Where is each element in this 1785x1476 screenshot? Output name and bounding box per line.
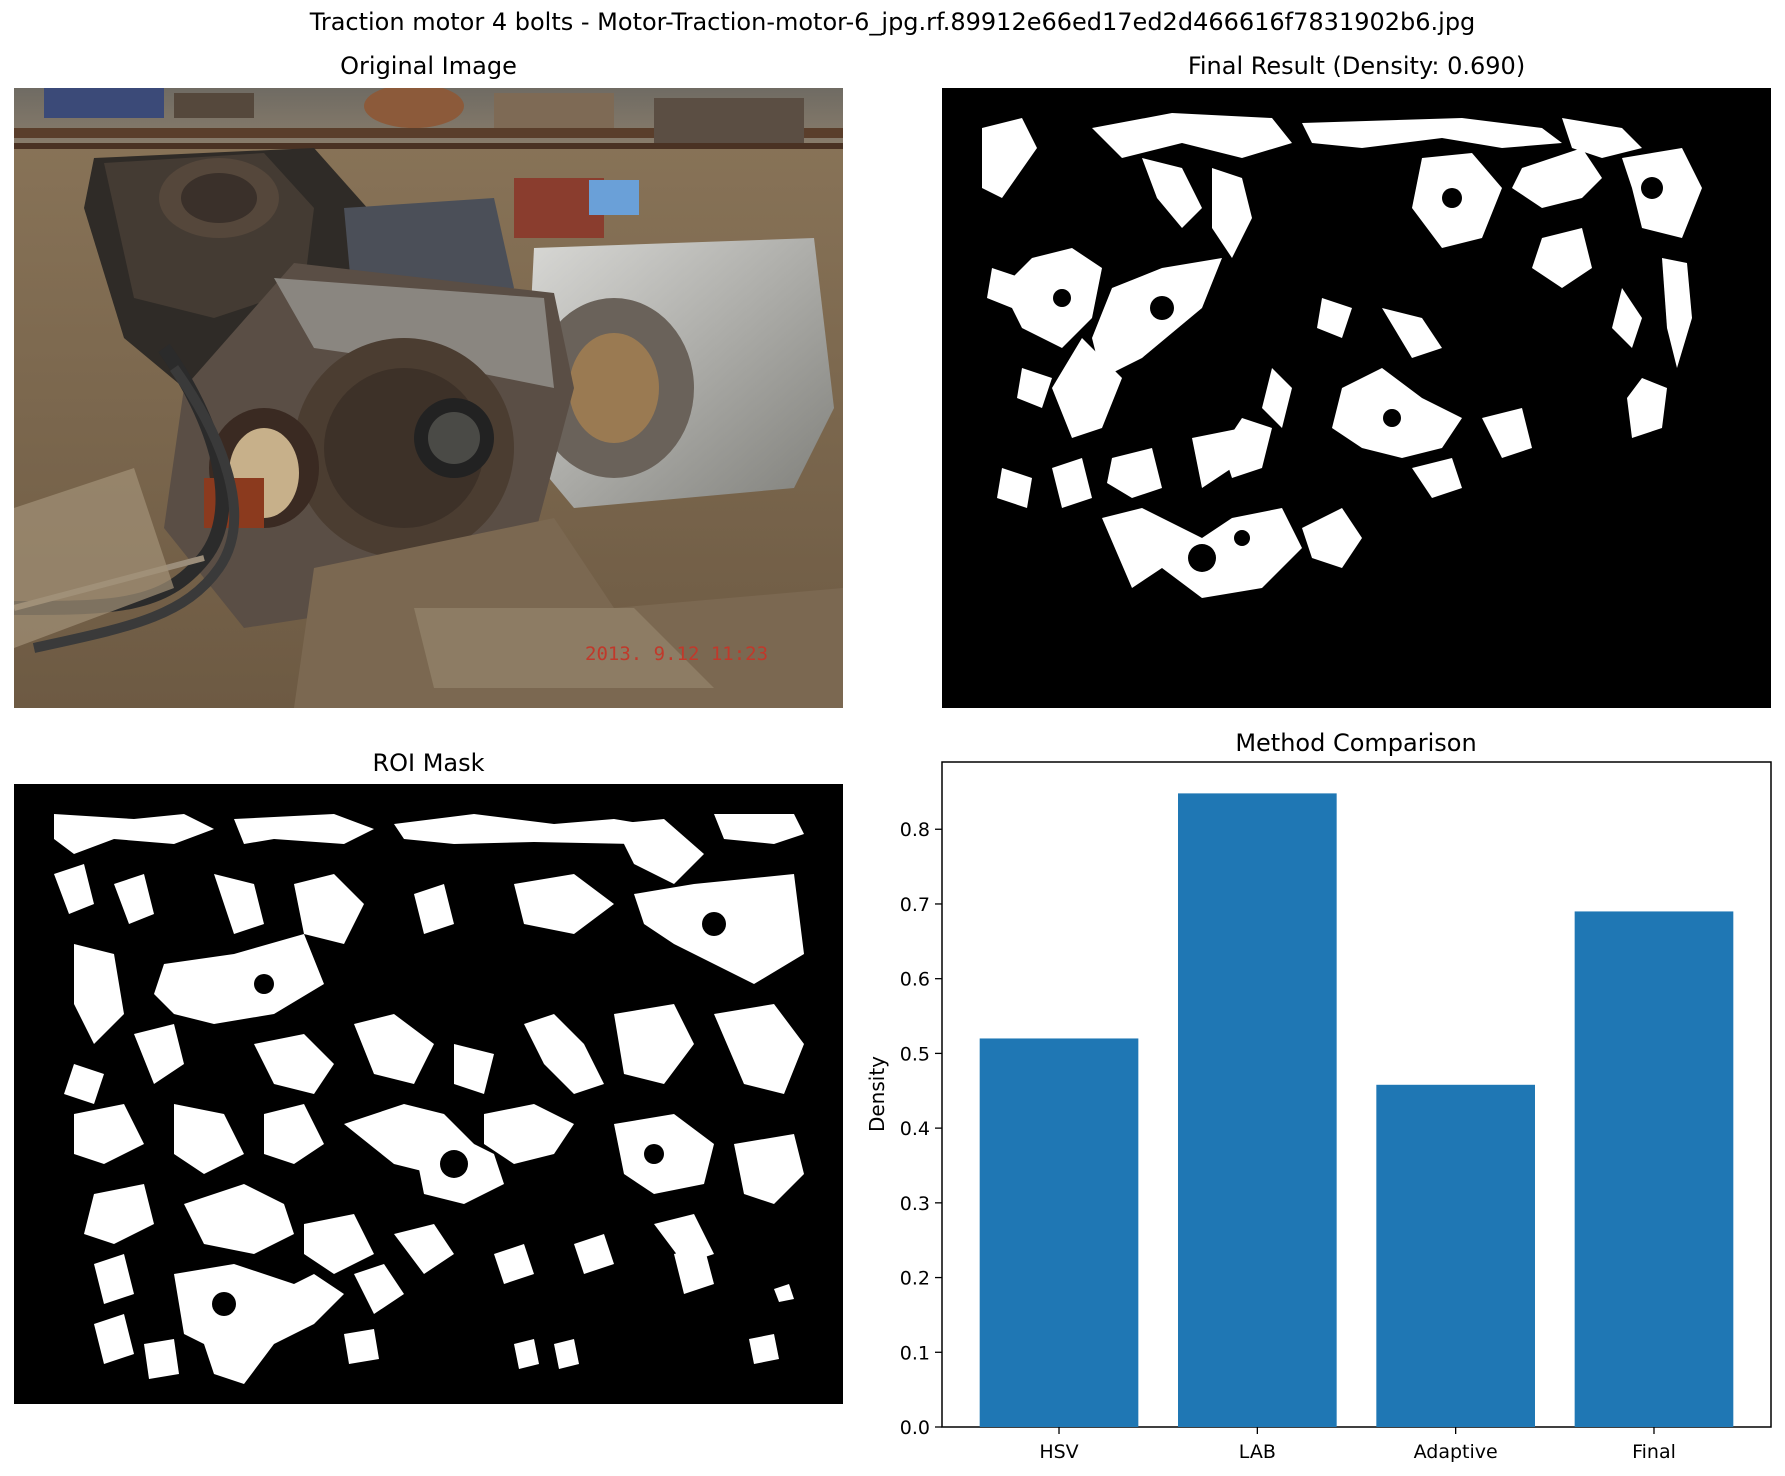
x-tick-label: Final [1632, 1441, 1676, 1463]
bar-final [1574, 911, 1734, 1427]
y-tick-label: 0.1 [900, 1342, 930, 1364]
y-tick-label: 0.3 [900, 1193, 930, 1215]
bar-hsv [979, 1038, 1139, 1427]
roi-mask [14, 784, 843, 1404]
roi-mask-title: ROI Mask [372, 749, 485, 777]
figure-suptitle: Traction motor 4 bolts - Motor-Traction-… [309, 8, 1476, 36]
y-tick-label: 0.2 [900, 1268, 930, 1290]
y-axis-label: Density [865, 1056, 889, 1132]
x-tick-label: LAB [1239, 1441, 1276, 1463]
chart-title: Method Comparison [1235, 729, 1476, 757]
bar-lab [1178, 793, 1337, 1427]
final-result-title: Final Result (Density: 0.690) [1187, 52, 1526, 80]
y-tick-label: 0.6 [900, 969, 930, 991]
y-tick-label: 0.4 [900, 1118, 930, 1140]
y-tick-label: 0.0 [900, 1417, 930, 1439]
y-tick-label: 0.5 [900, 1043, 930, 1065]
y-tick-label: 0.7 [900, 894, 930, 916]
bar-adaptive [1376, 1084, 1535, 1427]
final-result-mask [942, 88, 1771, 708]
original-image: 2013. 9.12 11:23 [14, 88, 843, 708]
x-tick-label: HSV [1039, 1441, 1078, 1463]
photo-timestamp: 2013. 9.12 11:23 [585, 643, 768, 665]
x-tick-label: Adaptive [1414, 1441, 1498, 1463]
original-image-title: Original Image [340, 52, 517, 80]
y-tick-label: 0.8 [900, 819, 930, 841]
plot-frame [941, 761, 1772, 1428]
